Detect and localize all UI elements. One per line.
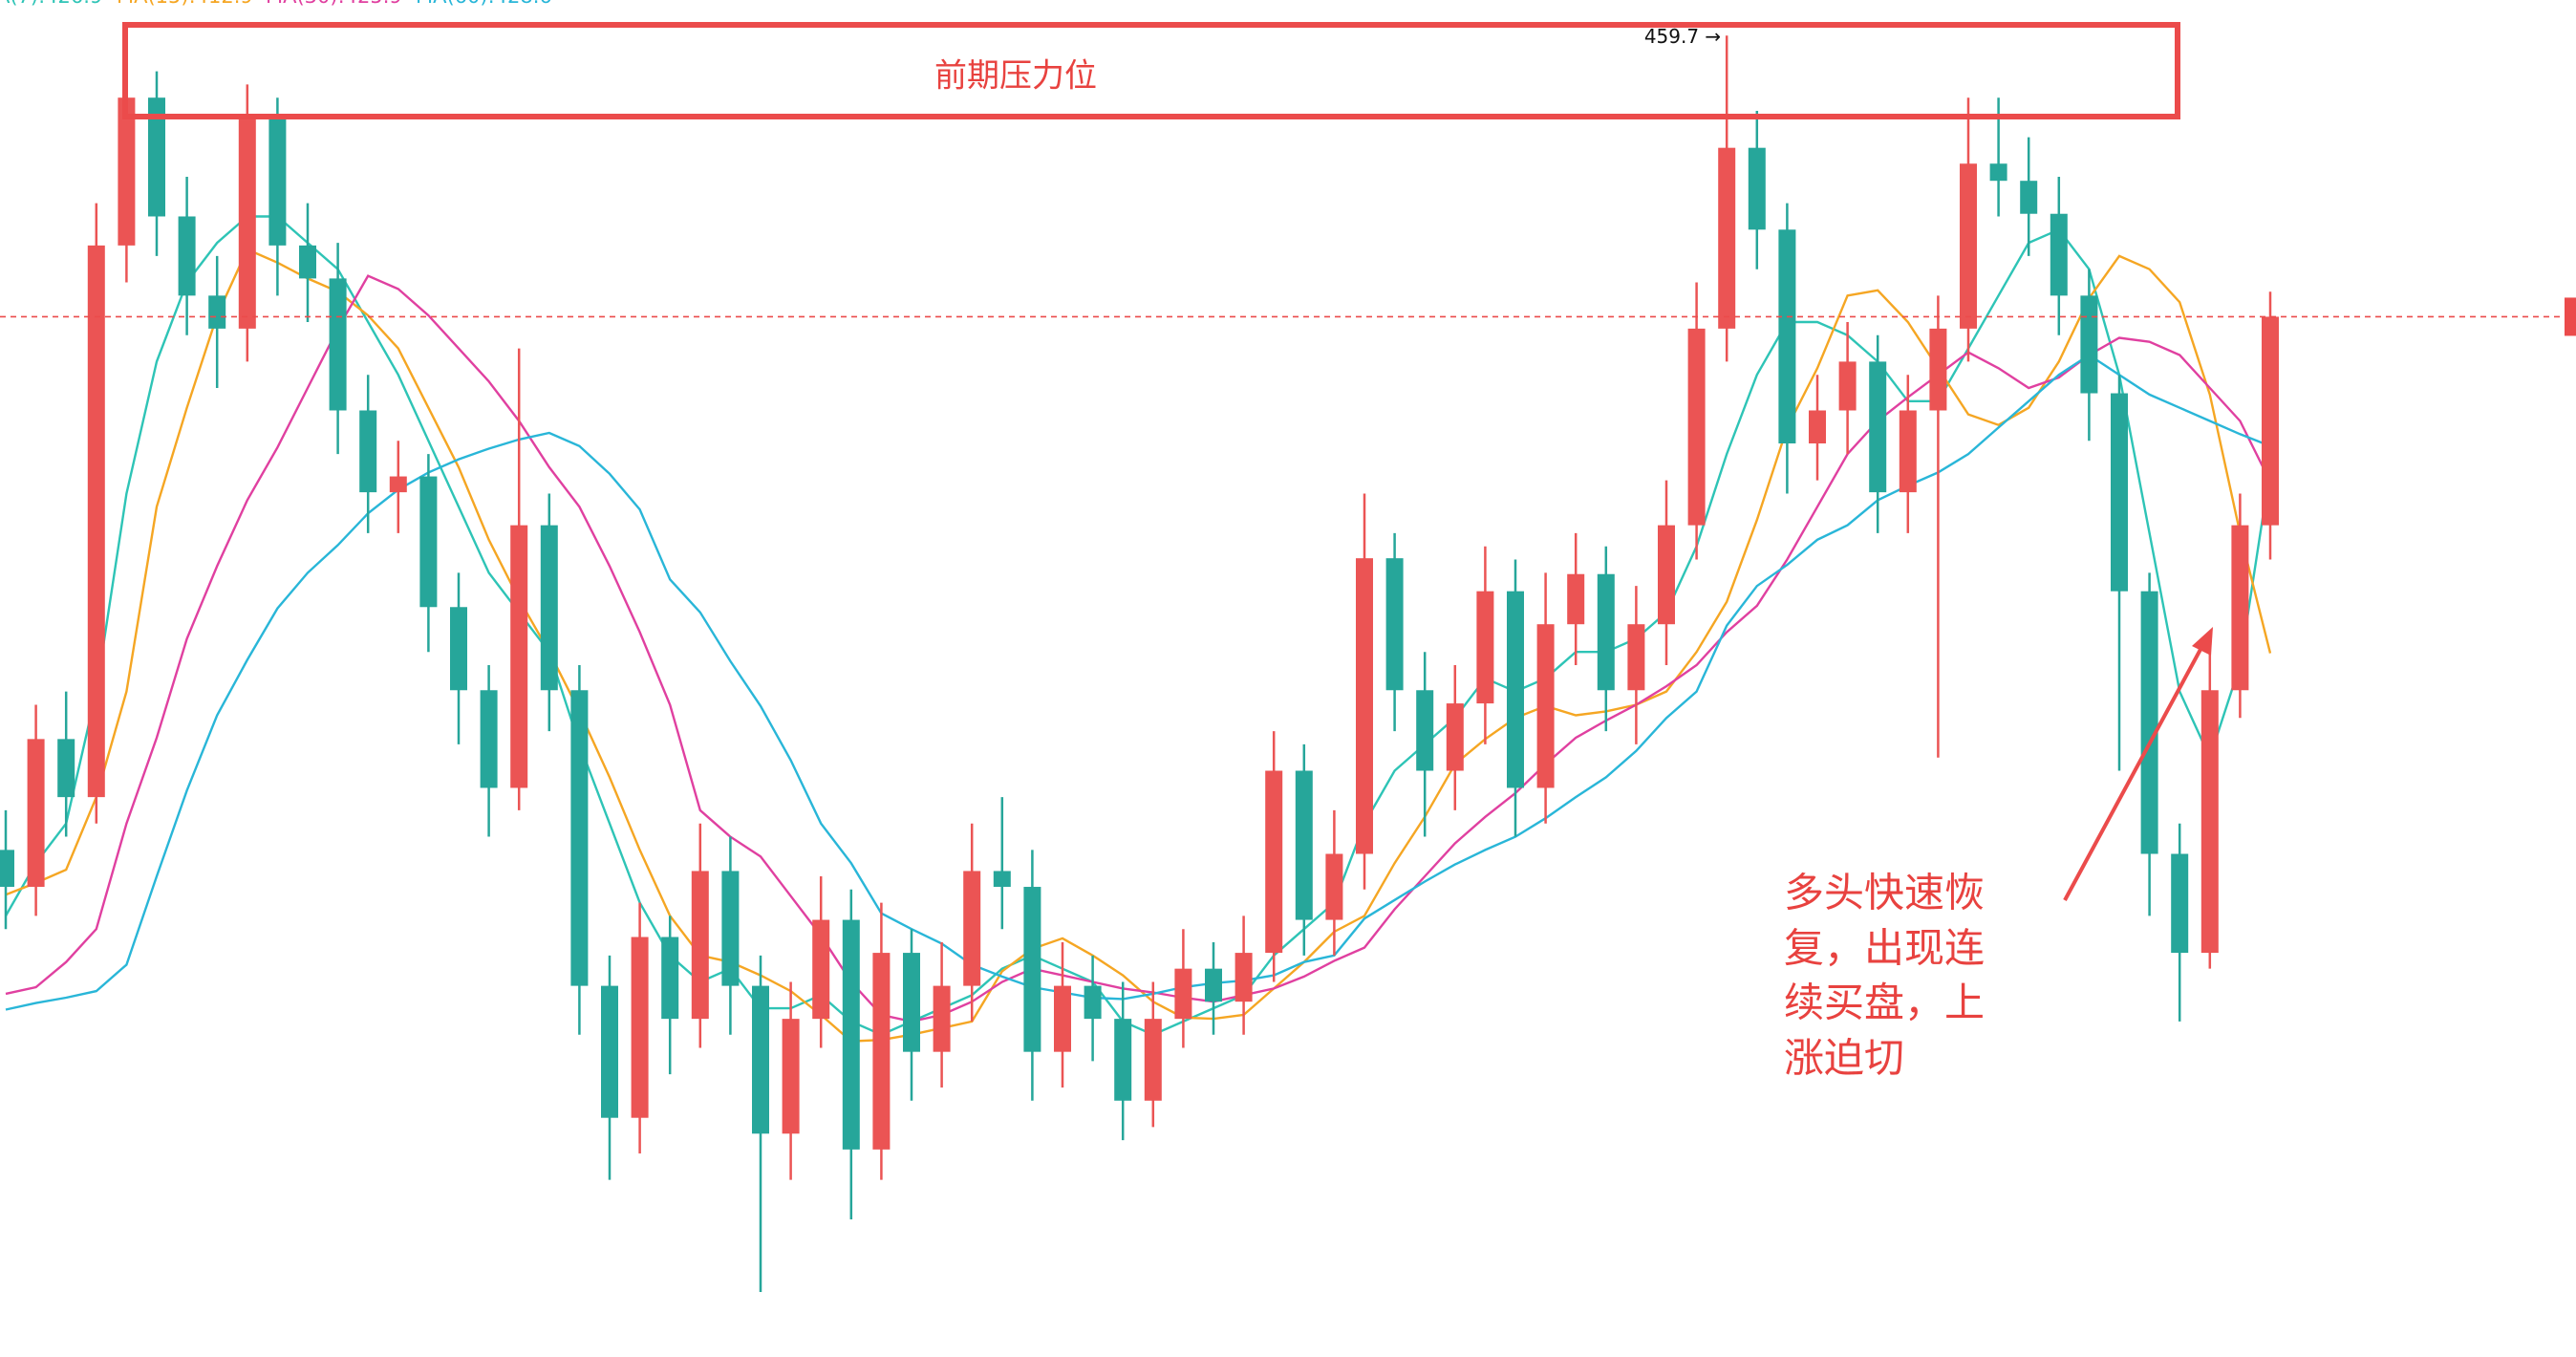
- note-line: 涨迫切: [1784, 1035, 1904, 1082]
- candle-body: [1838, 361, 1857, 411]
- resistance-box: [122, 22, 2180, 119]
- ma-line: [5, 354, 2271, 1011]
- candle-body: [1809, 410, 1826, 444]
- candle-body: [752, 985, 769, 1134]
- candle-body: [87, 245, 105, 798]
- candles: [0, 35, 2279, 1292]
- candle-body: [2020, 181, 2038, 214]
- candle-body: [1295, 770, 1313, 920]
- candle-body: [2231, 525, 2249, 691]
- candle-body: [1084, 985, 1102, 1020]
- candle-body: [721, 871, 740, 986]
- candle-body: [812, 919, 830, 1020]
- candle-body: [601, 985, 618, 1118]
- candle-body: [1960, 163, 1977, 329]
- candle-body: [1325, 853, 1343, 920]
- candle-body: [118, 97, 136, 246]
- candle-body: [1687, 328, 1706, 526]
- ma-line: [4, 215, 2272, 1037]
- legend-item: A(7):426.9: [0, 0, 102, 8]
- candle-body: [1446, 703, 1464, 771]
- note: 多头快速恢 复，出现连 续买盘，上 涨迫切: [1784, 870, 1985, 1082]
- candle-body: [238, 115, 256, 329]
- candle-body: [57, 739, 75, 798]
- candle-body: [782, 1019, 800, 1134]
- candle-body: [1567, 573, 1585, 625]
- candle-body: [268, 115, 287, 246]
- candle-body: [963, 871, 981, 986]
- candle-body: [208, 295, 226, 329]
- note-line: 续买盘，上: [1784, 980, 1985, 1026]
- candle-body: [2140, 591, 2158, 854]
- candle-body: [1627, 624, 1645, 691]
- candle-body: [1476, 591, 1494, 704]
- ma-line: [5, 274, 2272, 1023]
- candle-body: [0, 850, 14, 888]
- candle-body: [510, 525, 528, 788]
- candle-body: [1205, 968, 1222, 1002]
- note-line: 复，出现连: [1784, 925, 1985, 972]
- legend-item: MA(60):428.6: [416, 0, 552, 8]
- candle-body: [1234, 953, 1253, 1002]
- candle-body: [178, 216, 196, 296]
- candle-body: [570, 690, 589, 986]
- candle-body: [2080, 295, 2098, 394]
- candle-body: [1869, 361, 1887, 493]
- arrow: [2063, 643, 2205, 901]
- candle-body: [1597, 573, 1615, 691]
- candle-body: [2262, 316, 2279, 526]
- current-price-tag: [2565, 297, 2576, 336]
- candle-body: [1385, 558, 1404, 691]
- candle-body: [389, 476, 407, 493]
- candle-body: [903, 953, 920, 1052]
- ma-line: [5, 248, 2272, 1043]
- candle-body: [329, 278, 347, 411]
- candle-body: [1536, 624, 1555, 788]
- candle-body: [359, 410, 377, 493]
- candle-body: [1899, 410, 1917, 493]
- candle-body: [993, 871, 1011, 888]
- candle-body: [1114, 1019, 1132, 1101]
- candle-body: [1265, 770, 1283, 954]
- candle-body: [299, 245, 316, 279]
- candle-body: [691, 871, 709, 1020]
- candle-body: [1023, 887, 1041, 1052]
- candle-body: [419, 476, 438, 608]
- candle-body: [1174, 968, 1192, 1020]
- candle-body: [2050, 213, 2068, 296]
- resistance-label: 前期压力位: [934, 57, 1097, 96]
- candle-body: [27, 739, 45, 888]
- candle-body: [1416, 690, 1434, 771]
- candle-body: [1989, 163, 2007, 182]
- candle-body: [1356, 558, 1373, 854]
- candle-body: [842, 919, 860, 1150]
- candle-body: [1054, 985, 1071, 1052]
- candle-body: [450, 607, 467, 691]
- candle-body: [480, 690, 498, 788]
- note-line: 多头快速恢: [1784, 870, 1985, 916]
- legend-item: MA(30):425.9: [266, 0, 402, 8]
- candle-body: [872, 953, 891, 1150]
- candle-body: [1929, 328, 1947, 411]
- candle-body: [1778, 229, 1796, 444]
- candle-body: [2111, 393, 2128, 592]
- candle-body: [1718, 147, 1736, 329]
- legend-item: MA(15):412.9: [117, 0, 253, 8]
- candle-body: [1748, 147, 1766, 230]
- candle-body: [631, 937, 649, 1118]
- candle-body: [1658, 525, 1675, 625]
- candle-body: [540, 525, 558, 691]
- candle-body: [1507, 591, 1524, 788]
- candle-body: [933, 985, 951, 1052]
- candle-body: [2171, 853, 2189, 954]
- candle-body: [661, 937, 679, 1020]
- candle-body: [1144, 1019, 1162, 1101]
- candle-body: [2200, 690, 2219, 954]
- arrow-head: [2192, 627, 2213, 656]
- ma-lines: [4, 215, 2272, 1043]
- candle-body: [148, 97, 165, 217]
- high-label: 459.7 →: [1644, 25, 1721, 48]
